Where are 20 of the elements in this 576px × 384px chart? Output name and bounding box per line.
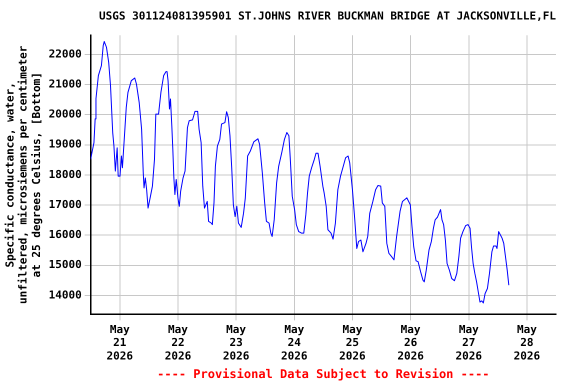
y-tick-label: 19000 xyxy=(48,138,82,151)
x-tick-label: May 24 2026 xyxy=(281,322,308,362)
y-tick-label: 20000 xyxy=(48,108,82,121)
y-tick-label: 16000 xyxy=(48,228,82,242)
text: ---- Provisional Data Subject to Revision ---- xyxy=(157,367,490,382)
x-tick-label: May 27 2026 xyxy=(456,322,482,362)
x-tick-label: May 21 2026 xyxy=(106,322,134,362)
y-axis-title: Specific conductance, water, unfiltered, microsiemens per centimeter at 25 degrees Celsius, [Bottom] xyxy=(3,45,43,304)
y-tick-label: 14000 xyxy=(48,288,82,302)
x-tick-label: May 25 2026 xyxy=(339,322,366,362)
x-tick-label: May 22 2026 xyxy=(164,322,192,362)
y-tick-label: 17000 xyxy=(48,198,82,211)
chart-title: USGS 301124081395901 ST.JOHNS RIVER BUCKMAN BRIDGE AT JACKSONVILLE,FL xyxy=(99,9,556,22)
y-tick-label: 15000 xyxy=(48,258,82,272)
x-tick-label: May 23 2026 xyxy=(222,322,250,362)
y-tick-label: 21000 xyxy=(48,77,82,90)
y-tick-label: 22000 xyxy=(48,47,82,60)
x-tick-label: May 26 2026 xyxy=(397,322,424,362)
x-tick-label: May 28 2026 xyxy=(514,322,541,362)
y-tick-label: 18000 xyxy=(48,168,82,181)
